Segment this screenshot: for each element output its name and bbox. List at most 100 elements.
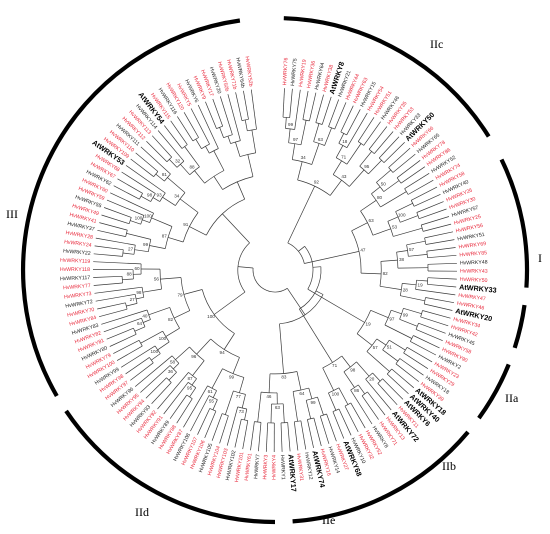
branch-segment xyxy=(378,136,400,159)
branch-arc xyxy=(209,408,217,412)
branch-segment xyxy=(151,217,173,227)
branch-arc xyxy=(415,280,417,290)
branch-segment xyxy=(164,125,183,149)
branch-segment xyxy=(173,363,180,370)
barley-leaf-label: HvWRKY48 xyxy=(460,260,488,267)
branch-segment xyxy=(239,377,245,393)
branch-segment xyxy=(247,154,254,177)
barley-leaf-label: HvWRKY37 xyxy=(67,221,95,233)
branch-segment xyxy=(408,254,428,257)
branch-arc xyxy=(358,141,364,146)
branch-arc xyxy=(239,152,256,157)
branch-arc xyxy=(125,302,128,310)
branch-segment xyxy=(380,259,398,262)
bootstrap-label: 71 xyxy=(332,363,338,368)
branch-segment xyxy=(121,171,156,194)
branch-segment xyxy=(382,349,399,362)
branch-arc xyxy=(365,372,373,380)
branch-segment xyxy=(175,346,190,360)
bootstrap-label: 27 xyxy=(128,246,134,251)
branch-segment xyxy=(234,419,242,448)
branch-arc xyxy=(139,193,143,200)
branch-segment xyxy=(242,420,249,450)
branch-segment xyxy=(177,116,194,142)
branch-segment xyxy=(126,233,151,240)
branch-segment xyxy=(250,421,255,451)
branch-segment xyxy=(113,185,140,200)
branch-segment xyxy=(329,179,342,196)
bootstrap-label: 28 xyxy=(403,287,409,292)
branch-segment xyxy=(392,153,416,173)
group-arc xyxy=(292,430,470,524)
branch-segment xyxy=(292,391,298,422)
branch-arc xyxy=(351,230,362,274)
branch-arc xyxy=(153,171,159,177)
branch-segment xyxy=(328,99,340,127)
bootstrap-label: 55 xyxy=(209,399,215,404)
group-label-IIe: IIe xyxy=(322,513,335,527)
branch-arc xyxy=(378,157,385,163)
barley-leaf-label: HvWRKY43 xyxy=(460,269,488,275)
branch-segment xyxy=(427,262,457,265)
branch-segment xyxy=(399,358,424,376)
branch-segment xyxy=(212,98,224,127)
branch-segment xyxy=(169,159,178,168)
branch-segment xyxy=(307,288,365,323)
bootstrap-label: 64 xyxy=(299,391,305,396)
branch-arc xyxy=(133,328,137,335)
branch-segment xyxy=(93,282,123,286)
branch-arc xyxy=(377,378,383,384)
branch-segment xyxy=(270,403,272,423)
branch-segment xyxy=(145,377,167,399)
branch-segment xyxy=(372,372,381,382)
branch-segment xyxy=(204,410,217,439)
branch-segment xyxy=(136,296,144,300)
branch-segment xyxy=(344,405,359,433)
branch-segment xyxy=(313,123,320,142)
branch-arc xyxy=(409,335,414,342)
branch-segment xyxy=(396,160,421,179)
group-arc xyxy=(20,18,241,398)
branch-segment xyxy=(244,408,248,420)
branch-segment xyxy=(410,341,437,356)
group-arcs xyxy=(20,16,530,525)
branch-segment xyxy=(95,237,136,246)
branch-segment xyxy=(321,96,332,125)
barley-leaf-label: HvWRKY1 xyxy=(279,455,286,480)
branch-segment xyxy=(113,339,140,354)
branch-segment xyxy=(300,420,307,450)
bootstrap-label: 40 xyxy=(142,313,148,318)
branch-segment xyxy=(237,266,254,269)
branch-segment xyxy=(288,128,291,143)
group-label-III: III xyxy=(6,207,18,221)
tree-branches xyxy=(92,88,458,453)
branch-segment xyxy=(122,278,134,281)
bootstrap-label: 98 xyxy=(136,290,142,295)
bootstrap-label: 87 xyxy=(187,376,193,381)
branch-segment xyxy=(151,382,172,405)
branch-arc xyxy=(288,142,302,146)
branch-segment xyxy=(160,277,182,280)
branch-arc xyxy=(134,294,138,304)
branch-arc xyxy=(164,226,173,249)
branch-segment xyxy=(399,318,418,327)
branch-segment xyxy=(170,120,188,145)
branch-segment xyxy=(194,170,205,184)
bootstrap-label: 99 xyxy=(229,375,235,380)
branch-segment xyxy=(360,272,382,275)
branch-segment xyxy=(368,160,382,175)
branch-segment xyxy=(130,362,154,381)
branch-segment xyxy=(152,197,160,202)
branch-segment xyxy=(285,117,287,129)
branch-segment xyxy=(280,422,283,452)
branch-segment xyxy=(110,192,154,214)
branch-segment xyxy=(307,419,314,448)
branch-segment xyxy=(338,133,345,144)
bootstrap-label: 60 xyxy=(134,266,140,271)
branch-segment xyxy=(205,101,217,129)
group-label-IId: IId xyxy=(135,505,149,519)
branch-segment xyxy=(279,323,284,374)
bootstrap-label: 86 xyxy=(354,388,360,393)
branch-arc xyxy=(133,245,136,255)
